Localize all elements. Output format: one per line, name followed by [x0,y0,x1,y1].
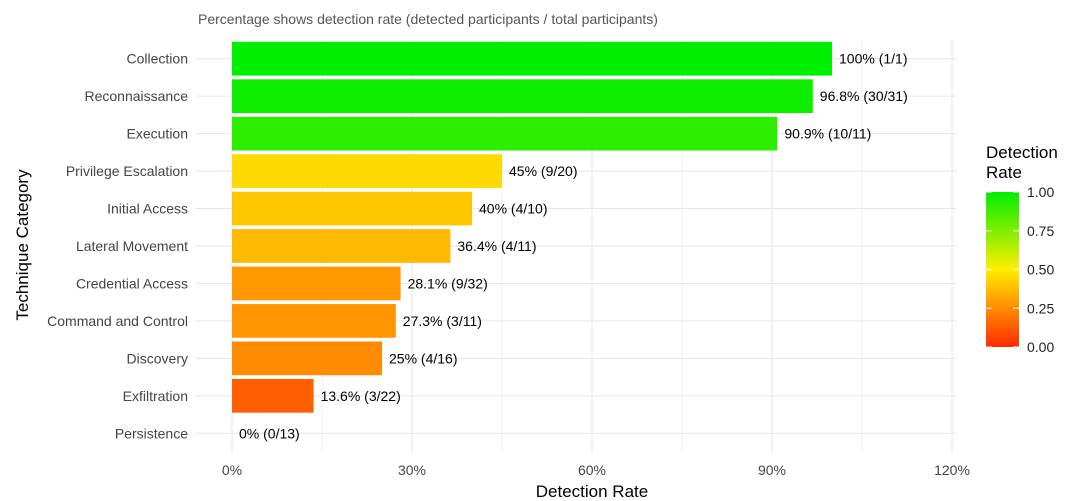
bar [232,341,382,376]
data-label: 100% (1/1) [839,51,907,67]
bar [232,79,813,114]
x-tick-label: 120% [934,462,970,478]
y-tick-labels: Collection Reconnaissance Execution Privile… [47,51,188,442]
x-tick-label: 60% [578,462,606,478]
legend-tick-label: 0.75 [1027,223,1054,239]
x-tick-label: 30% [398,462,426,478]
x-tick-labels: 0% 30% 60% 90% 120% [222,462,970,478]
y-tick-label: Initial Access [107,201,188,217]
chart-subtitle: Percentage shows detection rate (detecte… [198,11,658,27]
legend-title: Detection Rate [986,143,1058,182]
bar [232,304,396,338]
data-label: 13.6% (3/22) [321,388,401,404]
y-tick-label: Discovery [127,350,188,366]
legend: Detection Rate 1.00 0.75 0.50 0.25 0.00 [986,143,1058,355]
x-axis-title: Detection Rate [536,482,648,501]
data-label: 40% (4/10) [479,201,547,217]
bar [232,266,401,301]
bar [232,229,451,263]
legend-tick-label: 1.00 [1027,184,1054,200]
y-tick-label: Privilege Escalation [66,163,188,179]
data-label: 45% (9/20) [509,163,577,179]
y-tick-label: Command and Control [47,313,188,329]
y-tick-label: Persistence [115,425,188,441]
data-label: 28.1% (9/32) [408,275,488,291]
y-tick-label: Reconnaissance [84,88,188,104]
bar [232,378,314,413]
legend-tick-label: 0.25 [1027,300,1054,316]
y-tick-label: Lateral Movement [76,238,188,254]
x-tick-label: 0% [222,462,242,478]
legend-tick-label: 0.50 [1027,262,1054,278]
y-tick-label: Collection [127,51,188,67]
data-label: 96.8% (30/31) [820,88,908,104]
data-label: 36.4% (4/11) [457,238,536,254]
data-label: 27.3% (3/11) [403,313,482,329]
legend-tick-label: 0.00 [1027,339,1054,355]
bars: 100% (1/1) 96.8% (30/31) 90.9% (10/11) 45% … [232,41,908,441]
y-tick-label: Exfiltration [123,388,188,404]
bar [232,154,502,188]
x-tick-label: 90% [758,462,786,478]
data-label: 0% (0/13) [239,425,300,441]
y-tick-label: Credential Access [76,275,188,291]
data-label: 25% (4/16) [389,350,457,366]
bar [232,41,832,76]
bar [232,191,472,226]
y-tick-label: Execution [127,126,188,142]
y-axis-title: Technique Category [13,169,32,321]
bar [232,116,778,151]
data-label: 90.9% (10/11) [784,126,871,142]
